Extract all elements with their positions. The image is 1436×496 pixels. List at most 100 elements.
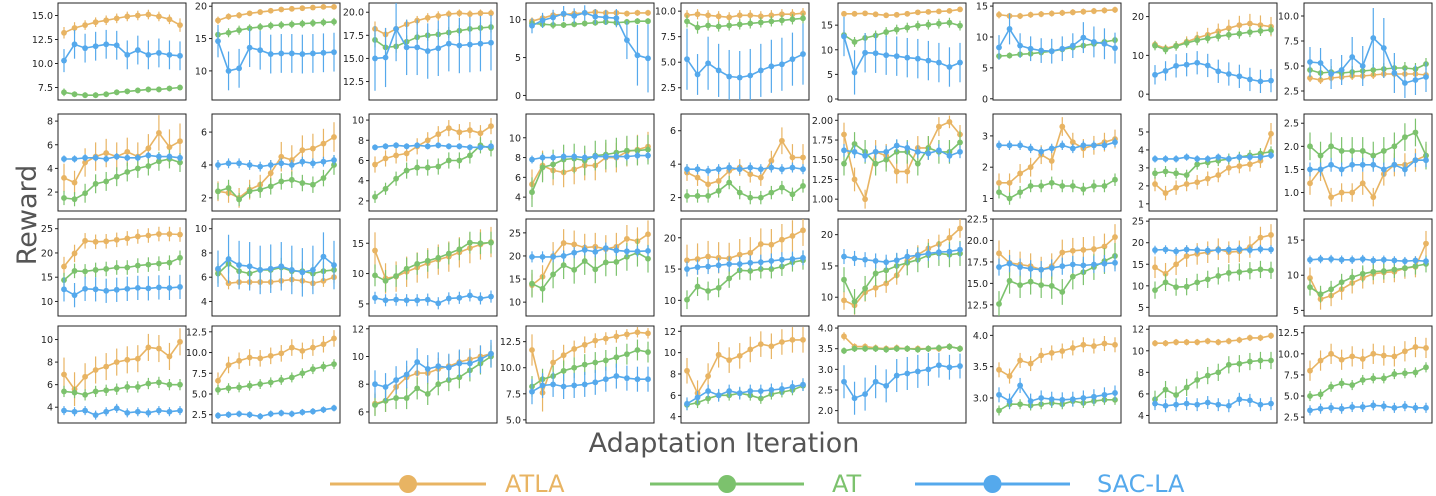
data-point: [893, 53, 900, 60]
data-point: [624, 37, 630, 44]
data-point: [1338, 166, 1345, 173]
data-point: [1173, 339, 1179, 346]
data-point: [71, 267, 78, 274]
y-tick-label: 20: [195, 2, 207, 13]
data-point: [613, 333, 620, 340]
data-point: [592, 359, 599, 366]
data-point: [1215, 172, 1222, 178]
data-point: [145, 163, 152, 169]
data-point: [936, 344, 942, 351]
data-point: [1268, 332, 1274, 339]
data-point: [1048, 158, 1055, 164]
data-point: [124, 88, 131, 95]
data-point: [634, 9, 641, 16]
data-point: [757, 388, 764, 394]
data-point: [624, 147, 630, 154]
y-tick-label: 4: [47, 403, 53, 414]
y-tick-label: 15: [976, 2, 988, 13]
data-point: [113, 15, 120, 22]
data-point: [1412, 344, 1419, 350]
data-point: [1391, 70, 1398, 76]
data-point: [488, 123, 494, 130]
series-sac-la: [996, 13, 1118, 64]
data-point: [445, 40, 452, 47]
data-point: [1059, 183, 1066, 189]
data-point: [113, 286, 120, 293]
data-point: [467, 144, 473, 151]
y-tick-label: 20: [1132, 238, 1144, 249]
data-point: [841, 147, 847, 154]
data-point: [278, 263, 285, 270]
data-point: [456, 294, 463, 301]
data-point: [1307, 407, 1313, 414]
data-point: [1194, 156, 1201, 162]
data-point: [841, 276, 847, 283]
data-point: [1038, 266, 1045, 273]
data-point: [925, 366, 932, 373]
data-point: [736, 261, 743, 267]
data-point: [278, 22, 285, 28]
data-point: [278, 153, 285, 160]
data-point: [134, 12, 141, 19]
data-point: [1225, 338, 1232, 344]
data-point: [299, 51, 306, 57]
data-point: [299, 370, 306, 377]
y-tick-label: 3: [982, 131, 988, 142]
data-point: [424, 137, 431, 144]
y-tick-label: 10: [821, 45, 833, 56]
data-point: [145, 86, 152, 93]
data-point: [267, 51, 274, 57]
data-point: [71, 91, 78, 98]
data-point: [103, 408, 110, 415]
data-point: [372, 272, 378, 279]
data-point: [779, 256, 785, 263]
data-point: [1017, 42, 1023, 49]
y-tick-label: 4: [47, 164, 53, 175]
y-tick-label: 15.0: [343, 54, 364, 65]
data-point: [1017, 282, 1023, 288]
data-point: [82, 237, 88, 244]
data-point: [779, 11, 785, 18]
data-point: [757, 13, 764, 20]
y-tick-label: 5: [1138, 127, 1144, 138]
data-point: [1173, 184, 1179, 191]
data-point: [310, 267, 316, 273]
y-tick-label: 6: [670, 126, 676, 137]
y-tick-label: 4: [201, 297, 207, 308]
plot-frame: [368, 113, 498, 212]
data-point: [177, 138, 183, 145]
data-point: [1091, 8, 1097, 14]
data-point: [613, 15, 620, 22]
data-point: [789, 16, 796, 23]
data-point: [1101, 340, 1108, 347]
data-point: [996, 264, 1002, 270]
data-point: [320, 19, 327, 26]
data-point: [320, 363, 327, 370]
data-point: [904, 253, 911, 260]
data-point: [996, 250, 1002, 257]
data-point: [1402, 370, 1408, 377]
data-point: [726, 22, 733, 29]
data-point: [715, 166, 722, 173]
series-sac-la: [684, 378, 806, 411]
y-tick-label: 10.0: [1278, 349, 1299, 360]
y-tick-label: 10: [352, 352, 364, 363]
data-point: [310, 145, 316, 152]
data-point: [166, 408, 173, 415]
plot-frame: [211, 2, 341, 101]
data-point: [613, 373, 620, 379]
data-point: [715, 23, 722, 30]
data-point: [904, 54, 911, 61]
data-point: [331, 262, 337, 268]
data-point: [1225, 269, 1232, 276]
data-point: [1268, 77, 1274, 84]
data-point: [113, 359, 120, 365]
data-point: [946, 364, 953, 371]
data-point: [156, 260, 162, 267]
data-point: [893, 11, 900, 18]
data-point: [1101, 391, 1108, 398]
data-point: [278, 376, 285, 383]
data-point: [800, 15, 806, 22]
data-point: [257, 24, 264, 30]
data-point: [1247, 358, 1253, 365]
